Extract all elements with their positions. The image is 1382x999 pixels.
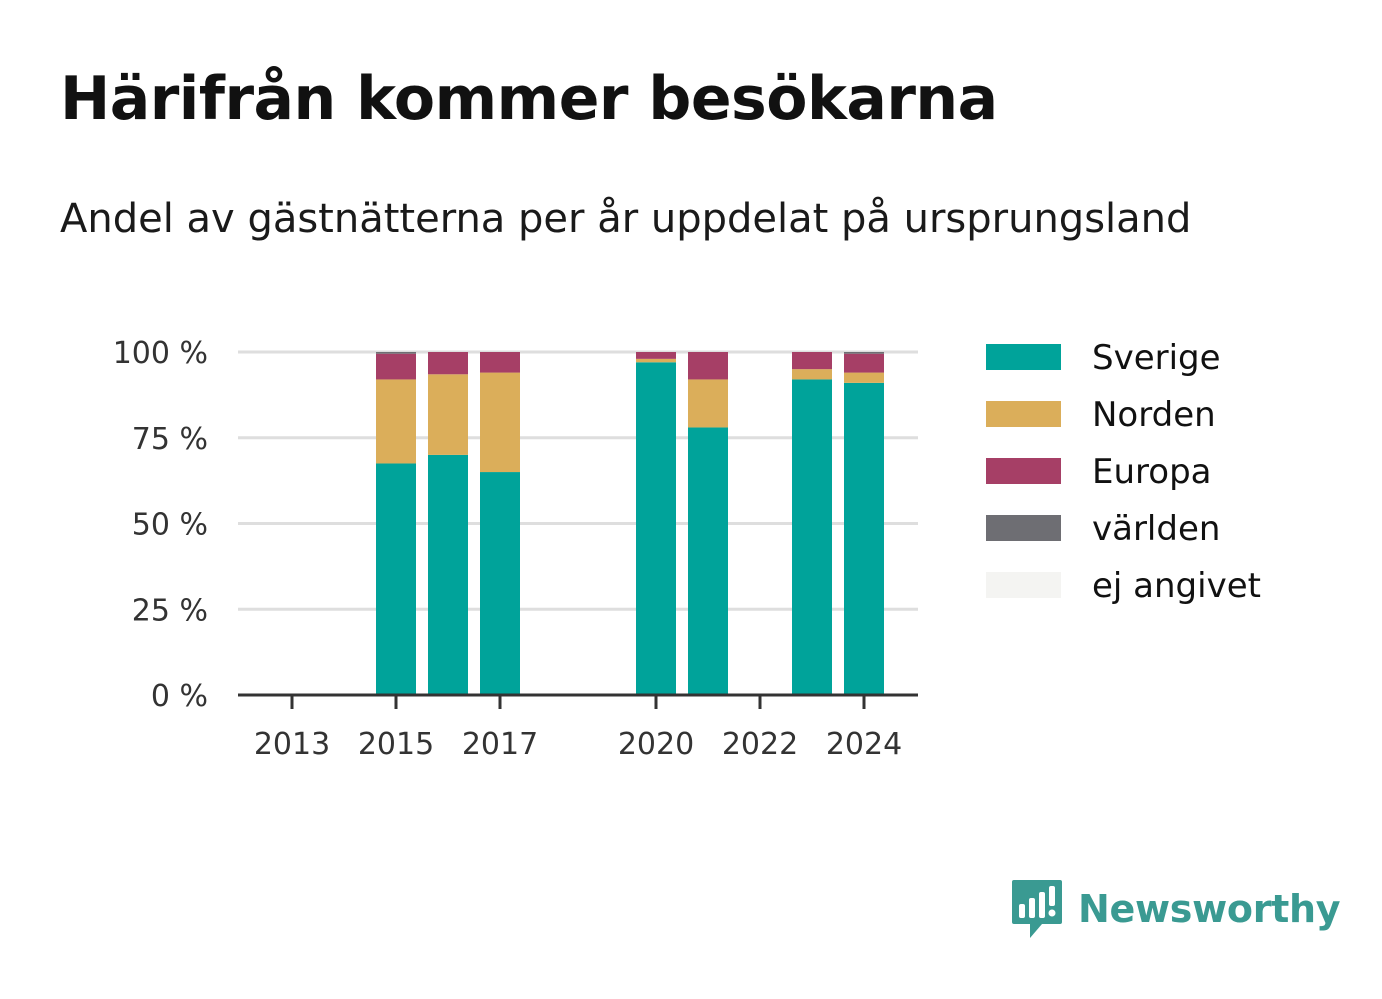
x-tick-label: 2017: [462, 727, 538, 762]
x-tick-label: 2024: [826, 727, 902, 762]
bar-segment-Sverige-2017: [480, 472, 520, 695]
x-tick-label: 2020: [618, 727, 694, 762]
legend-label-ej-angivet: ej angivet: [1092, 566, 1261, 606]
axes: 0 % 25 % 50 % 75 % 100 % 2013 2015 2017 2020 2022…: [113, 336, 918, 762]
y-tick-label: 75 %: [132, 422, 208, 457]
legend-swatch-världen: [986, 515, 1061, 541]
bars: [376, 352, 884, 695]
bar-segment-Sverige-2016: [428, 454, 468, 695]
bar-segment-Sverige-2023: [792, 379, 832, 695]
legend-label-Norden: Norden: [1092, 395, 1216, 435]
legend-label-världen: världen: [1092, 509, 1220, 549]
bar-segment-Europa-2015: [376, 353, 416, 380]
bar-segment-Sverige-2024: [844, 382, 884, 695]
bar-segment-Europa-2024: [844, 353, 884, 373]
chart-subtitle: Andel av gästnätterna per år uppdelat på…: [60, 196, 1192, 242]
x-tick-label: 2013: [254, 727, 330, 762]
legend-swatch-ej-angivet: [986, 572, 1061, 598]
brand-logo: Newsworthy: [1010, 878, 1341, 940]
y-tick-label: 0 %: [151, 679, 208, 714]
bar-segment-Sverige-2015: [376, 463, 416, 695]
bar-segment-Norden-2020: [636, 358, 676, 363]
bar-segment-Norden-2024: [844, 372, 884, 383]
x-tick-label: 2022: [722, 727, 798, 762]
bar-segment-Norden-2021: [688, 379, 728, 428]
legend-swatch-Norden: [986, 401, 1061, 427]
legend-label-Europa: Europa: [1092, 452, 1211, 492]
legend: Sverige Norden Europa världen ej angivet: [986, 338, 1261, 606]
bar-segment-Europa-2021: [688, 352, 728, 380]
newsworthy-logo-icon: [1012, 880, 1062, 938]
brand-name: Newsworthy: [1078, 887, 1341, 931]
bar-segment-Europa-2023: [792, 352, 832, 370]
bar-segment-Sverige-2021: [688, 427, 728, 695]
legend-swatch-Europa: [986, 458, 1061, 484]
y-tick-label: 25 %: [132, 593, 208, 628]
chart-title: Härifrån kommer besökarna: [60, 64, 998, 134]
bar-segment-Europa-2016: [428, 352, 468, 375]
bar-segment-Europa-2020: [636, 352, 676, 359]
bar-segment-Norden-2016: [428, 374, 468, 455]
bar-segment-Norden-2017: [480, 372, 520, 473]
bar-segment-Sverige-2020: [636, 362, 676, 695]
legend-swatch-Sverige: [986, 344, 1061, 370]
y-tick-label: 100 %: [113, 336, 208, 371]
bar-segment-Norden-2015: [376, 379, 416, 464]
x-tick-label: 2015: [358, 727, 434, 762]
bar-segment-Norden-2023: [792, 369, 832, 380]
y-tick-label: 50 %: [132, 508, 208, 543]
bar-segment-världen-2015: [376, 352, 416, 354]
bar-segment-världen-2024: [844, 352, 884, 354]
legend-label-Sverige: Sverige: [1092, 338, 1221, 378]
bar-segment-Europa-2017: [480, 352, 520, 373]
